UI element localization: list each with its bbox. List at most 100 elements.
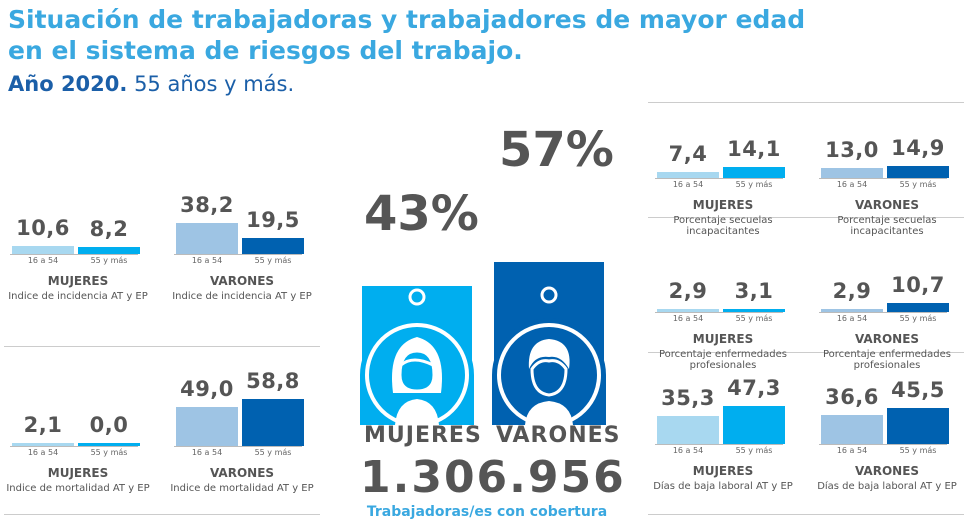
bar-16-a-54	[821, 309, 883, 312]
panel-ep-varones: 2,9 16 a 54 10,7 55 y más VARONES Porcentaje …	[819, 238, 955, 371]
bar-value-label: 45,5	[891, 377, 945, 402]
indicator-label: Indice de incidencia AT y EP	[8, 291, 148, 302]
category-label: 16 a 54	[191, 256, 223, 265]
women-label: MUJERES	[364, 423, 482, 448]
group-label: VARONES	[854, 464, 920, 478]
bar-55-y-más	[723, 309, 785, 312]
baseline	[10, 254, 138, 255]
category-label: 16 a 54	[836, 180, 868, 189]
bar-16-a-54	[821, 167, 883, 178]
bar-value-label: 2,9	[832, 279, 872, 303]
panel-incidencia-mujeres: 10,6 16 a 54 8,2 55 y más MUJERES Indice de i…	[8, 180, 148, 310]
men-percent: 57%	[499, 122, 614, 178]
panel-ep-mujeres: 2,9 16 a 54 3,1 55 y más MUJERES Porcentaje e…	[655, 238, 791, 371]
group-label: MUJERES	[692, 332, 754, 346]
bar-value-label: 2,9	[668, 279, 708, 303]
baseline	[819, 312, 947, 313]
baseline	[174, 446, 302, 447]
total-workers-label: Trabajadoras/es con cobertura	[366, 504, 608, 520]
bar-16-a-54	[657, 309, 719, 312]
group-label: MUJERES	[47, 274, 109, 288]
baseline	[655, 312, 783, 313]
bar-value-label: 14,9	[891, 136, 945, 161]
bar-55-y-más	[78, 443, 140, 446]
divider	[648, 352, 964, 353]
bar-value-label: 3,1	[734, 279, 774, 303]
figures-illustration	[360, 286, 606, 425]
indicator-label: Porcentaje secuelas incapacitantes	[673, 215, 773, 237]
baseline	[10, 446, 138, 447]
category-label: 16 a 54	[191, 448, 223, 457]
bar-16-a-54	[12, 245, 74, 254]
bar-55-y-más	[887, 407, 949, 444]
divider	[4, 346, 320, 347]
category-label: 16 a 54	[27, 256, 59, 265]
indicator-label: Porcentaje secuelas incapacitantes	[837, 215, 937, 237]
panel-mortalidad-mujeres: 2,1 16 a 54 0,0 55 y más MUJERES Indice de mo…	[6, 372, 149, 502]
divider	[648, 102, 964, 103]
indicator-label: Porcentaje enfermedades profesionales	[658, 349, 787, 371]
bar-value-label: 14,1	[727, 136, 781, 161]
panel-secuelas-varones: 13,0 16 a 54 14,9 55 y más VARONES Porcentaje…	[819, 104, 955, 237]
category-label: 16 a 54	[672, 314, 704, 323]
category-label: 55 y más	[899, 446, 937, 455]
category-label: 16 a 54	[836, 446, 868, 455]
category-label: 55 y más	[254, 448, 292, 457]
bar-55-y-más	[723, 166, 785, 178]
indicator-label: Indice de incidencia AT y EP	[172, 291, 312, 302]
panel-baja-varones: 36,6 16 a 54 45,5 55 y más VARONES Días de ba…	[817, 370, 957, 500]
group-label: MUJERES	[692, 464, 754, 478]
bar-value-label: 0,0	[89, 413, 129, 437]
indicator-label: Días de baja laboral AT y EP	[817, 481, 957, 492]
group-label: VARONES	[209, 466, 275, 480]
category-label: 55 y más	[254, 256, 292, 265]
category-label: 55 y más	[735, 180, 773, 189]
category-label: 55 y más	[90, 256, 128, 265]
category-label: 55 y más	[899, 180, 937, 189]
bar-16-a-54	[821, 414, 883, 444]
bar-value-label: 2,1	[23, 413, 63, 437]
category-label: 55 y más	[899, 314, 937, 323]
bar-55-y-más	[242, 398, 304, 446]
man-icon	[492, 286, 606, 425]
bar-16-a-54	[657, 172, 719, 178]
bar-value-label: 19,5	[246, 208, 300, 233]
baseline	[819, 444, 947, 445]
bar-16-a-54	[12, 443, 74, 446]
group-label: VARONES	[854, 332, 920, 346]
group-label: VARONES	[854, 198, 920, 212]
category-label: 55 y más	[735, 314, 773, 323]
bar-16-a-54	[657, 415, 719, 444]
panel-incidencia-varones: 38,2 16 a 54 19,5 55 y más VARONES Indice de …	[172, 180, 312, 310]
bar-16-a-54	[176, 223, 238, 254]
bar-value-label: 10,6	[16, 215, 70, 240]
subtitle-year: Año 2020.	[8, 72, 128, 96]
indicator-label: Indice de mortalidad AT y EP	[6, 483, 150, 494]
bar-55-y-más	[242, 238, 304, 254]
bar-value-label: 35,3	[661, 385, 715, 410]
bar-value-label: 49,0	[180, 376, 234, 401]
title-line-2: en el sistema de riesgos del trabajo.	[8, 36, 523, 65]
woman-icon	[360, 288, 474, 425]
bar-value-label: 8,2	[89, 217, 129, 242]
category-label: 16 a 54	[672, 180, 704, 189]
divider	[4, 514, 320, 515]
bar-value-label: 58,8	[246, 368, 300, 393]
category-label: 16 a 54	[836, 314, 868, 323]
group-label: VARONES	[209, 274, 275, 288]
panel-baja-mujeres: 35,3 16 a 54 47,3 55 y más MUJERES Días de ba…	[653, 370, 793, 500]
bar-55-y-más	[723, 406, 785, 444]
divider	[648, 514, 964, 515]
total-workers: 1.306.956	[360, 452, 626, 503]
subtitle-age: 55 años y más.	[134, 72, 295, 96]
category-label: 55 y más	[90, 448, 128, 457]
panel-mortalidad-varones: 49,0 16 a 54 58,8 55 y más VARONES Indice de …	[170, 368, 313, 502]
divider	[648, 217, 964, 218]
bar-value-label: 47,3	[727, 376, 781, 401]
baseline	[174, 254, 302, 255]
baseline	[655, 444, 783, 445]
category-label: 55 y más	[735, 446, 773, 455]
indicator-label: Días de baja laboral AT y EP	[653, 481, 793, 492]
bar-55-y-más	[887, 303, 949, 312]
bar-value-label: 10,7	[891, 273, 945, 298]
